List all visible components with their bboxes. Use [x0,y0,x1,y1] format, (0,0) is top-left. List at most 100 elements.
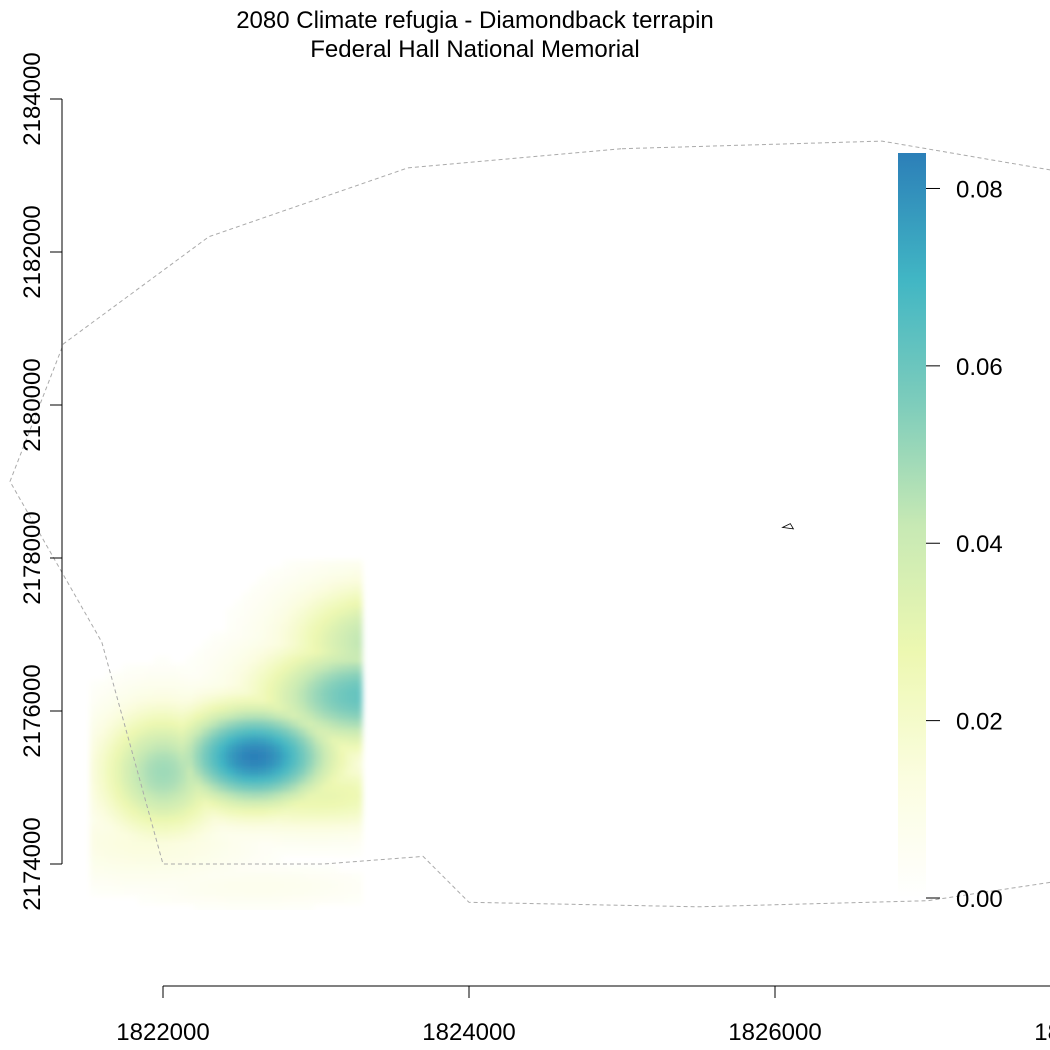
heatmap-cell [226,648,235,657]
heatmap-cell [322,696,331,705]
heatmap-cell [130,872,139,881]
heatmap-cell [282,616,291,625]
heatmap-cell [290,736,299,745]
heatmap-cell [338,872,347,881]
heatmap-cell [282,824,291,833]
heatmap-cell [210,888,219,897]
heatmap-cell [298,888,307,897]
heatmap-cell [98,720,107,729]
heatmap-cell [218,696,227,705]
heatmap-cell [314,672,323,681]
heatmap-cell [258,824,267,833]
heatmap-cell [146,880,155,889]
heatmap-cell [130,776,139,785]
heatmap-cell [154,752,163,761]
heatmap-cell [130,824,139,833]
heatmap-cell [146,896,155,905]
heatmap-cell [346,728,355,737]
heatmap-cell [178,848,187,857]
heatmap-cell [298,808,307,817]
heatmap-cell [138,808,147,817]
heatmap-cell [314,888,323,897]
heatmap-cell [210,760,219,769]
heatmap-cell [346,704,355,713]
heatmap-cell [154,864,163,873]
heatmap-cell [242,856,251,865]
heatmap-cell [90,768,99,777]
heatmap-cell [210,648,219,657]
heatmap-cell [290,680,299,689]
heatmap-cell [194,648,203,657]
heatmap-cell [234,656,243,665]
heatmap-cell [354,664,363,673]
heatmap-cell [114,696,123,705]
heatmap-cell [282,600,291,609]
heatmap-cell [130,744,139,753]
heatmap-cell [226,672,235,681]
heatmap-cell [218,864,227,873]
heatmap-cell [90,872,99,881]
heatmap-cell [154,808,163,817]
heatmap-cell [282,696,291,705]
heatmap-cell [322,840,331,849]
heatmap-cell [130,752,139,761]
heatmap-cell [306,888,315,897]
heatmap-cell [170,712,179,721]
heatmap-cell [114,704,123,713]
heatmap-cell [298,632,307,641]
heatmap-cell [138,768,147,777]
heatmap-cell [322,632,331,641]
heatmap-cell [330,840,339,849]
heatmap-cell [186,704,195,713]
heatmap-cell [290,648,299,657]
heatmap-cell [218,768,227,777]
heatmap-cell [178,888,187,897]
heatmap-cell [242,848,251,857]
heatmap-cell [290,760,299,769]
heatmap-cell [210,768,219,777]
heatmap-cell [298,800,307,809]
heatmap-cell [274,696,283,705]
heatmap-cell [162,848,171,857]
heatmap-cell [218,664,227,673]
heatmap-cell [194,704,203,713]
heatmap-cell [306,880,315,889]
heatmap-cell [250,848,259,857]
heatmap-cell [306,848,315,857]
heatmap-cell [146,888,155,897]
heatmap-cell [274,704,283,713]
heatmap-cell [226,704,235,713]
heatmap-cell [274,720,283,729]
heatmap-cell [250,600,259,609]
heatmap-cell [114,680,123,689]
heatmap-cell [346,560,355,569]
heatmap-cell [338,880,347,889]
heatmap-cell [330,648,339,657]
heatmap-cell [242,720,251,729]
heatmap-cell [266,864,275,873]
heatmap-cell [226,688,235,697]
heatmap-cell [146,808,155,817]
heatmap-cell [266,720,275,729]
heatmap-cell [354,568,363,577]
heatmap-cell [130,768,139,777]
heatmap-cell [170,752,179,761]
heatmap-cell [178,688,187,697]
heatmap-cell [266,888,275,897]
heatmap-cell [258,640,267,649]
heatmap-cell [234,632,243,641]
heatmap-cell [242,864,251,873]
heatmap-cell [194,760,203,769]
heatmap-cell [114,824,123,833]
heatmap-cell [282,880,291,889]
heatmap-cell [242,824,251,833]
heatmap-cell [250,864,259,873]
heatmap-cell [234,848,243,857]
heatmap-cell [210,848,219,857]
heatmap-cell [234,680,243,689]
heatmap-cell [282,624,291,633]
heatmap-cell [290,848,299,857]
heatmap-cell [338,632,347,641]
heatmap-cell [298,904,307,910]
heatmap-cell [122,672,131,681]
